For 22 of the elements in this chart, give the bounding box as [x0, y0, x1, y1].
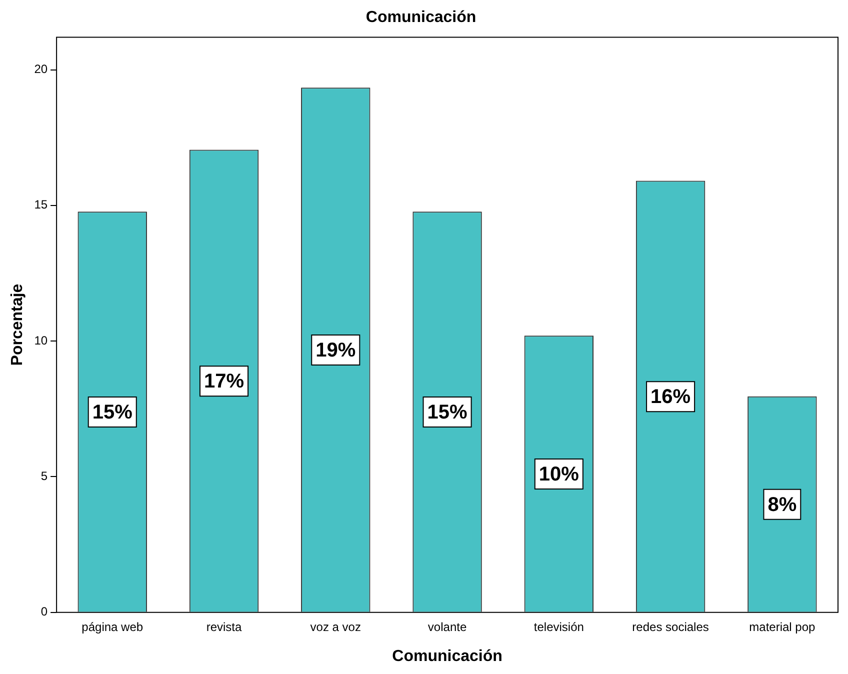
y-tick-label: 20: [34, 62, 48, 76]
y-tick-label: 0: [40, 604, 48, 619]
data-label: 16%: [650, 386, 691, 408]
x-tick-label: redes sociales: [632, 620, 709, 634]
data-label: 19%: [316, 340, 356, 362]
data-label: 17%: [204, 370, 244, 393]
x-tick-label: volante: [428, 620, 467, 634]
data-label: 10%: [538, 464, 580, 486]
x-axis-title: Comunicación: [392, 648, 502, 665]
x-tick-label: revista: [206, 620, 242, 634]
x-tick-label: televisión: [534, 620, 584, 634]
y-tick-label: 15: [34, 198, 48, 212]
data-label: 15%: [92, 402, 133, 424]
y-axis-title: Porcentaje: [9, 284, 26, 366]
data-label: 15%: [427, 402, 468, 424]
data-label: 8%: [768, 494, 797, 516]
x-tick-label: material pop: [749, 620, 816, 634]
x-tick-label: voz a voz: [310, 620, 361, 634]
y-tick-label: 5: [40, 469, 48, 484]
chart-title: Comunicación: [366, 9, 476, 26]
x-tick-label: página web: [82, 620, 144, 634]
y-tick-label: 10: [34, 333, 48, 348]
